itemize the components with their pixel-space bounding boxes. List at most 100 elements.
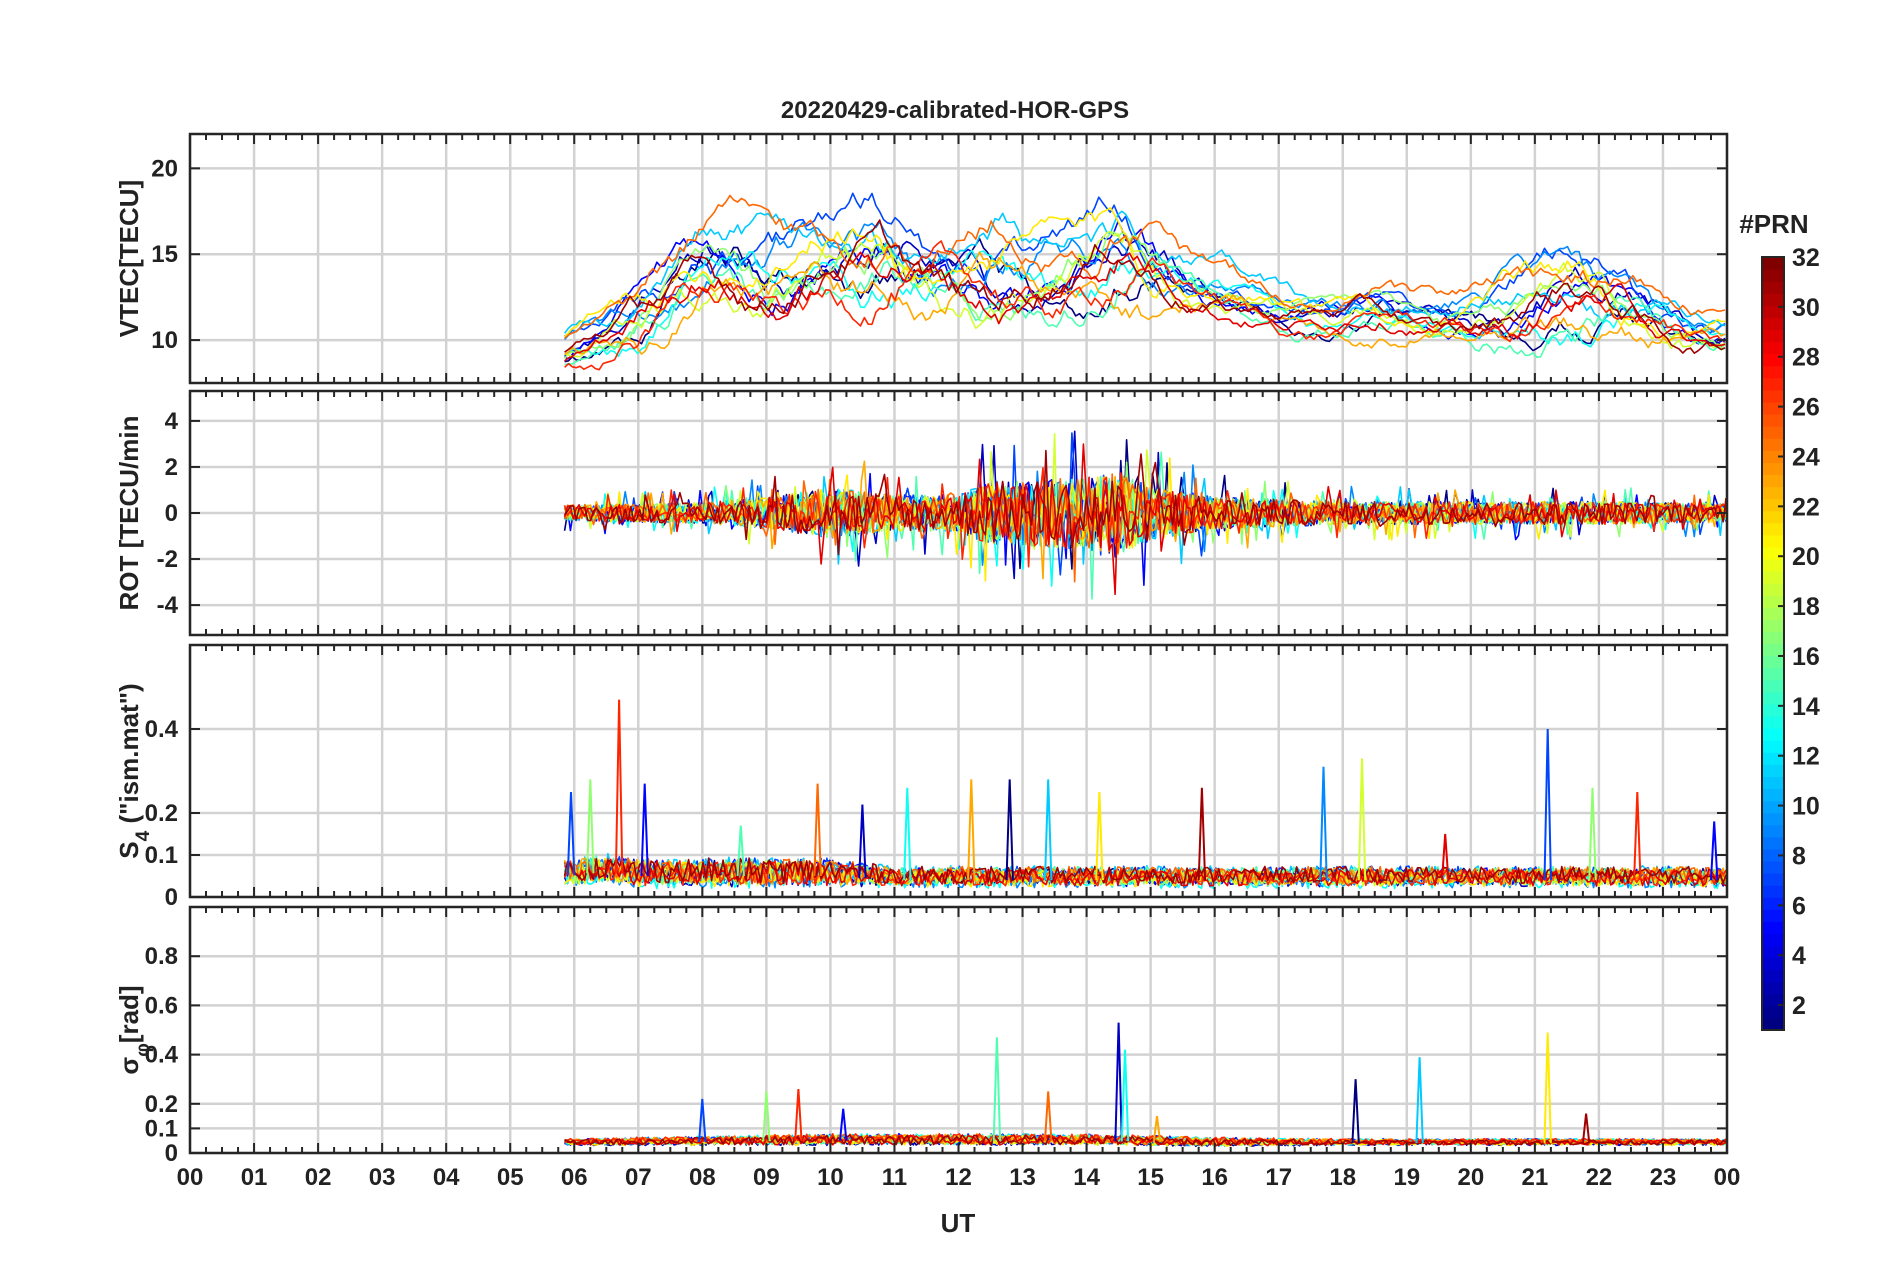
x-tick-label: 02: [305, 1164, 332, 1191]
colorbar-segment: [1762, 438, 1784, 451]
colorbar-tick-label: 22: [1792, 493, 1820, 521]
y-tick-label: 0.8: [145, 943, 178, 970]
x-tick-label: 05: [497, 1164, 524, 1191]
colorbar-segment: [1762, 872, 1784, 886]
peak-mark: [1114, 1022, 1123, 1142]
colorbar-segment: [1762, 583, 1784, 596]
colorbar-segment: [1762, 293, 1784, 306]
panel-rot: -4 -2 0 2 4 ROT [TECU/min: [114, 389, 1729, 637]
x-tick-label: 14: [1073, 1164, 1100, 1191]
y-tick-label: 0.4: [145, 716, 179, 743]
y-tick-label: 0: [165, 1140, 178, 1167]
colorbar-segment: [1762, 643, 1784, 657]
y-axis-label-vtec: VTEC[TECU]: [114, 180, 144, 337]
colorbar-segment: [1762, 571, 1784, 584]
series-group: [563, 192, 1726, 371]
x-tick-label: 00: [177, 1164, 204, 1191]
colorbar-segment: [1762, 534, 1784, 548]
peak-mark: [1120, 1049, 1130, 1142]
x-axis: 00 01 02 03 04 05 06 07 08 09 10 11 12 13 14 15 16 17 18 19…: [177, 1164, 1741, 1191]
colorbar-tick-label: 30: [1792, 294, 1820, 322]
x-tick-label: 01: [241, 1164, 268, 1191]
y-tick-label: 10: [151, 327, 178, 354]
peak-mark: [762, 1091, 771, 1142]
series-prn-3: [564, 239, 1726, 358]
colorbar-tick-label: 18: [1792, 593, 1820, 621]
colorbar-segment: [1762, 401, 1784, 415]
x-tick-label: 04: [433, 1164, 460, 1191]
colorbar-segment: [1762, 341, 1784, 355]
colorbar-segment: [1762, 450, 1784, 463]
y-tick-label: 0.1: [145, 842, 178, 869]
colorbar-frame: [1761, 256, 1785, 1031]
series-group: [563, 430, 1727, 600]
series-prn-31: [564, 219, 1726, 354]
x-tick-label: 07: [625, 1164, 652, 1191]
y-axis-label-rest: [rad]: [114, 985, 144, 1043]
series-prn-25: [564, 1133, 1727, 1146]
colorbar-segment: [1762, 607, 1784, 620]
y-tick-label: 15: [151, 241, 178, 268]
colorbar-segment: [1762, 426, 1784, 439]
colorbar-segment: [1762, 329, 1784, 343]
colorbar-segment: [1762, 764, 1784, 777]
colorbar-segment: [1762, 377, 1784, 391]
colorbar-segment: [1762, 969, 1784, 983]
colorbar-segment: [1762, 679, 1784, 693]
peak-mark: [1588, 787, 1597, 881]
colorbar-segment: [1762, 921, 1784, 934]
colorbar-segment: [1762, 510, 1784, 524]
x-axis-label: UT: [941, 1208, 976, 1238]
colorbar-segment: [1762, 788, 1784, 802]
panel-sigphi: 00.10.2 0.4 0.6 0.8 σφ[rad]: [114, 905, 1729, 1167]
peak-mark: [1710, 821, 1719, 881]
peak-mark: [858, 804, 867, 879]
y-tick-label: 0.2: [145, 1091, 178, 1118]
colorbar-segment: [1762, 486, 1784, 500]
x-tick-label: 15: [1137, 1164, 1164, 1191]
y-tick-label: 2: [165, 454, 178, 481]
x-tick-label: 12: [945, 1164, 972, 1191]
x-tick-label: 13: [1009, 1164, 1036, 1191]
peak-mark: [813, 783, 822, 877]
peak-mark: [566, 791, 576, 876]
peak-mark: [1197, 787, 1207, 881]
colorbar-segment: [1762, 257, 1784, 270]
colorbar-segment: [1762, 824, 1784, 838]
x-tick-label: 06: [561, 1164, 588, 1191]
colorbar-segment: [1762, 909, 1784, 922]
colorbar-tick-label: 4: [1792, 942, 1806, 970]
peak-mark: [640, 783, 649, 877]
colorbar-segment: [1762, 546, 1784, 560]
peak-mark: [1581, 1113, 1591, 1144]
panel-s4: 00.10.20.4S4 ("ism.mat"): [114, 643, 1729, 911]
y-axis-label-subscript: φ: [133, 1043, 154, 1057]
colorbar-segment: [1762, 800, 1784, 814]
colorbar-tick-label: 16: [1792, 643, 1820, 671]
colorbar-segment: [1762, 836, 1784, 850]
x-tick-label: 22: [1586, 1164, 1613, 1191]
colorbar-segment: [1762, 631, 1784, 645]
x-tick-label: 11: [882, 1164, 907, 1191]
colorbar-segment: [1762, 728, 1784, 741]
peak-mark: [1005, 779, 1014, 881]
series-prn-21: [564, 207, 1726, 342]
colorbar-tick-label: 2: [1792, 992, 1806, 1020]
peak-mark: [1357, 758, 1367, 881]
series-prn-17: [563, 231, 1726, 359]
colorbar-segment: [1762, 752, 1784, 765]
colorbar-segment: [1762, 993, 1784, 1007]
peak-mark: [903, 787, 912, 881]
colorbar-segment: [1762, 933, 1784, 947]
colorbar-segment: [1762, 1005, 1784, 1019]
peak-mark: [1095, 791, 1104, 881]
x-tick-label: 18: [1329, 1164, 1356, 1191]
y-axis-label-rot: ROT [TECU/min: [114, 416, 144, 611]
x-tick-label: 00: [1714, 1164, 1741, 1191]
panel-vtec: 10 15 20 VTEC[TECU]: [114, 132, 1729, 385]
series-prn-31: [564, 1134, 1727, 1147]
colorbar-segment: [1762, 462, 1784, 476]
y-axis-label-main: S: [114, 841, 144, 858]
colorbar-tick-label: 10: [1792, 793, 1820, 821]
